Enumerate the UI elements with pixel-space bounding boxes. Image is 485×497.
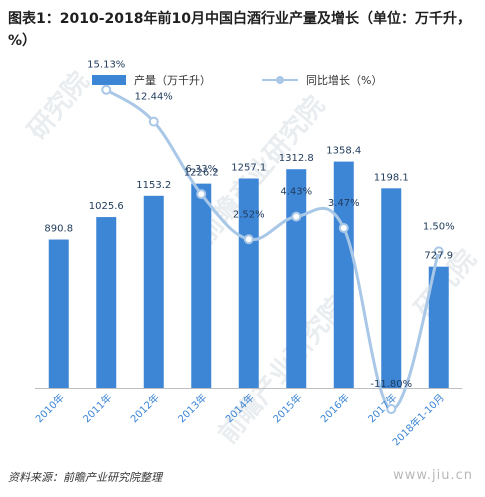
bar	[48, 239, 69, 388]
x-tick-label: 2011年	[80, 391, 114, 425]
legend-label-growth: 同比增长（%）	[306, 74, 383, 87]
watermark-url: www.jiu.cn	[393, 468, 473, 483]
growth-point	[148, 116, 159, 127]
bar-value-label: 727.9	[424, 251, 453, 262]
chart-title: 图表1：2010-2018年前10月中国白酒行业产量及增长（单位：万千升，%）	[8, 11, 471, 49]
growth-point	[101, 84, 112, 95]
growth-value-label: 15.13%	[87, 60, 125, 71]
source-note: 资料来源：前瞻产业研究院整理	[8, 471, 162, 484]
growth-point	[196, 189, 207, 200]
growth-value-label: 4.43%	[280, 187, 312, 198]
bar	[286, 169, 307, 388]
bar-value-label: 1257.1	[231, 162, 266, 173]
legend-item-production: 产量（万千升）	[92, 72, 211, 88]
bar-value-label: 1358.4	[326, 146, 361, 157]
bar-value-label: 1025.6	[89, 201, 124, 212]
growth-value-label: 6.33%	[185, 164, 217, 175]
growth-point	[433, 246, 444, 257]
x-tick-label: 2010年	[33, 391, 67, 425]
bar-value-label: 1312.8	[279, 153, 314, 164]
x-tick-label: 2013年	[175, 391, 209, 425]
bar-value-label: 1153.2	[136, 180, 171, 191]
x-tick-label: 2016年	[318, 391, 352, 425]
bar	[428, 266, 449, 388]
chart-legend: 产量（万千升） 同比增长（%）	[0, 72, 485, 92]
growth-value-label: 2.52%	[233, 209, 265, 220]
bar	[191, 183, 212, 388]
growth-point	[243, 234, 254, 245]
growth-point	[338, 222, 349, 233]
bar-value-label: 890.8	[44, 224, 73, 235]
growth-value-label: -11.80%	[370, 379, 412, 390]
x-tick-label: 2014年	[223, 391, 257, 425]
legend-line-swatch	[262, 75, 298, 85]
bar	[238, 178, 259, 388]
growth-value-label: 3.47%	[328, 198, 360, 209]
growth-value-label: 1.50%	[423, 221, 455, 232]
growth-point	[386, 404, 397, 415]
legend-item-growth: 同比增长（%）	[262, 72, 382, 88]
bar	[333, 161, 354, 388]
legend-bar-swatch	[92, 75, 126, 85]
x-tick-label: 2015年	[270, 391, 304, 425]
bar	[143, 195, 164, 388]
x-tick-label: 2012年	[128, 391, 162, 425]
legend-label-production: 产量（万千升）	[134, 74, 211, 87]
bar-value-label: 1226.2	[184, 168, 219, 179]
bar	[96, 217, 117, 388]
bar	[381, 188, 402, 388]
growth-point	[291, 211, 302, 222]
bar-value-label: 1198.1	[374, 172, 409, 183]
growth-value-label: 12.44%	[135, 92, 173, 103]
